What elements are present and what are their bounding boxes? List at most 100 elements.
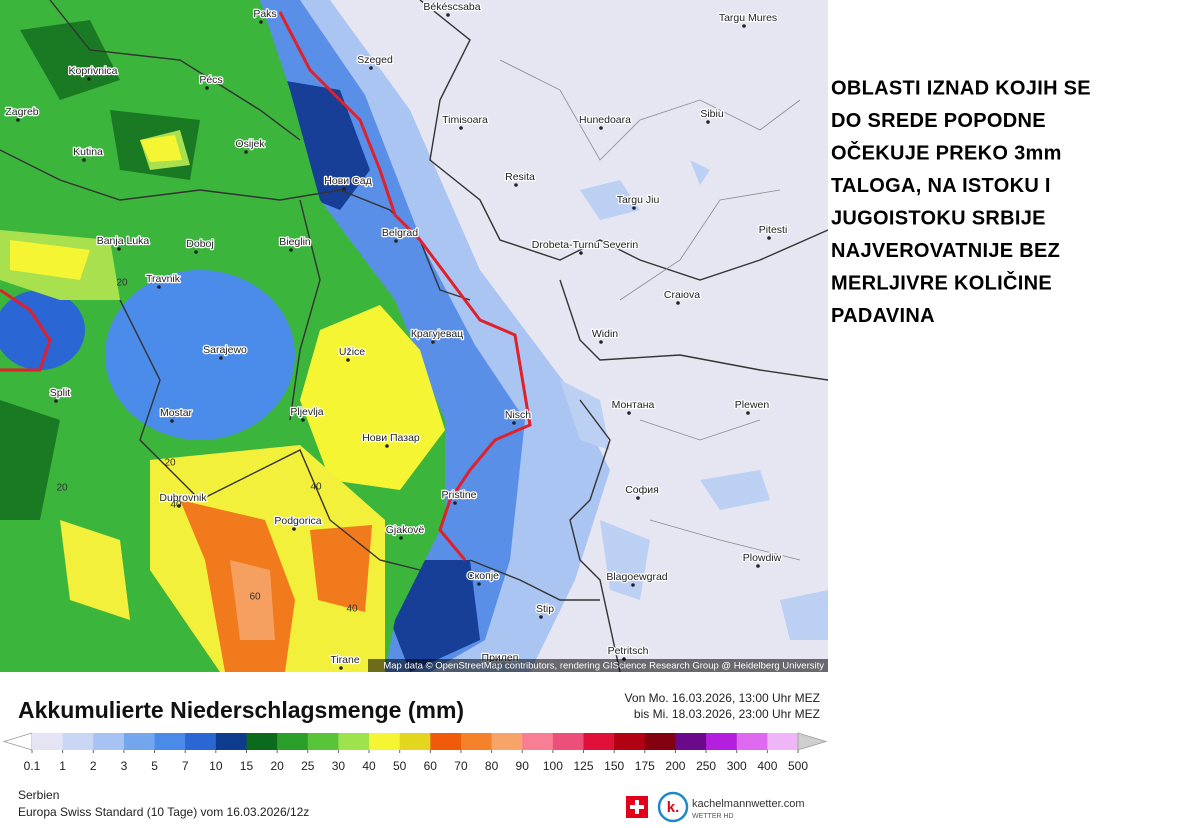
- colorbar-segment: [583, 733, 615, 750]
- colorbar-tick-label: 0.1: [24, 759, 41, 773]
- colorbar-segment: [675, 733, 707, 750]
- colorbar-segment: [369, 733, 401, 750]
- colorbar-tick-label: 30: [332, 759, 346, 773]
- city-dot: [16, 118, 20, 122]
- city-dot: [746, 411, 750, 415]
- city-dot: [394, 239, 398, 243]
- city-label: Монтана: [612, 399, 655, 411]
- border: [49, 0, 301, 141]
- brand-sub: WETTER HD: [692, 813, 734, 820]
- city-dot: [54, 399, 58, 403]
- colorbar-tick-label: 200: [665, 759, 685, 773]
- city-label: Нови Сад: [324, 175, 371, 187]
- city-dot: [301, 418, 305, 422]
- colorbar-segment: [491, 733, 523, 750]
- city-dot: [676, 301, 680, 305]
- field-peach: [230, 560, 275, 640]
- city-label: Belgrad: [382, 227, 418, 239]
- model-run: Europa Swiss Standard (10 Tage) vom 16.0…: [18, 805, 309, 819]
- colorbar-tick-label: 90: [516, 759, 530, 773]
- city-dot: [170, 419, 174, 423]
- contour-label: 20: [56, 483, 68, 494]
- city-label: Doboj: [186, 238, 213, 250]
- colorbar-segment: [246, 733, 278, 750]
- colorbar-tick-label: 15: [240, 759, 254, 773]
- brand-logo: [657, 791, 689, 823]
- colorbar-segment: [736, 733, 768, 750]
- city-label: Targu Jiu: [617, 194, 660, 206]
- colorbar-tick-label: 500: [788, 759, 808, 773]
- city-label: Timisoara: [442, 114, 488, 126]
- colorbar-segment: [93, 733, 125, 750]
- city-label: Banja Luka: [97, 235, 150, 247]
- city-dot: [742, 24, 746, 28]
- annotation-line: PADAVINA: [831, 305, 935, 327]
- period-from: Von Mo. 16.03.2026, 13:00 Uhr MEZ: [625, 691, 820, 705]
- border-highlight: [0, 288, 52, 372]
- city-dot: [453, 501, 457, 505]
- city-dot: [87, 77, 91, 81]
- city-label: Hunedoara: [579, 114, 631, 126]
- city-dot: [244, 150, 248, 154]
- field-yellow: [300, 305, 445, 490]
- annotation-line: OBLASTI IZNAD KOJIH SE: [831, 77, 1091, 99]
- city-dot: [512, 421, 516, 425]
- colorbar-segment: [644, 733, 676, 750]
- colorbar-segment: [706, 733, 738, 750]
- city-dot: [259, 20, 263, 24]
- city-dot: [339, 666, 343, 670]
- colorbar-segment: [460, 733, 492, 750]
- colorbar-segment: [215, 733, 247, 750]
- city-label: Paks: [253, 8, 276, 20]
- colorbar-tick-label: 7: [182, 759, 189, 773]
- city-dot: [756, 564, 760, 568]
- colorbar-segment: [154, 733, 186, 750]
- region: Serbien: [18, 788, 59, 802]
- attribution-bg: [368, 659, 828, 672]
- colorbar-tick-label: 70: [454, 759, 468, 773]
- contour-labels: 20 20 20 40 40 60 40: [56, 278, 358, 615]
- city-label: Pristine: [441, 489, 476, 501]
- colorbar-arrow-high: [797, 732, 828, 751]
- serbia-border-highlight: [278, 11, 532, 561]
- annotation-line: TALOGA, NA ISTOKU I: [831, 175, 1051, 197]
- city-label: Pitesti: [759, 224, 788, 236]
- border: [419, 0, 828, 281]
- annotation-line: MERLJIVRE KOLIČINE: [831, 270, 1052, 294]
- city-dot: [477, 582, 481, 586]
- city-label: Bieglin: [279, 236, 311, 248]
- colorbar-tick-label: 1: [59, 759, 66, 773]
- border: [469, 559, 600, 601]
- city-label: Sibiu: [700, 108, 724, 120]
- city-dot: [636, 496, 640, 500]
- city-dot: [399, 536, 403, 540]
- colorbar-segment: [522, 733, 554, 750]
- border: [0, 149, 471, 301]
- border: [559, 279, 828, 381]
- city-dot: [431, 340, 435, 344]
- attribution: Map data © OpenStreetMap contributors, r…: [383, 661, 824, 672]
- city-dot: [157, 285, 161, 289]
- city-label: Podgorica: [274, 515, 321, 527]
- city-label: Osijek: [235, 138, 265, 150]
- contour-label: 60: [249, 592, 261, 603]
- city-dot: [706, 120, 710, 124]
- colorbar-tick-label: 20: [270, 759, 284, 773]
- city-label: Szeged: [357, 54, 393, 66]
- colorbar-tick-label: 150: [604, 759, 624, 773]
- annotation-line: NAJVEROVATNIJE BEZ: [831, 240, 1060, 262]
- colorbar-tick-label: 400: [757, 759, 777, 773]
- city-dot: [194, 250, 198, 254]
- field-orange: [180, 500, 372, 672]
- city-label: Užice: [339, 346, 365, 358]
- city-label: Скопје: [467, 570, 499, 582]
- precipitation-map: Paks Békéscsaba Targu Mures Koprivnica Pécs S…: [0, 0, 828, 672]
- city-dot: [539, 615, 543, 619]
- field-yellow: [10, 135, 182, 280]
- colorbar-tick-label: 100: [543, 759, 563, 773]
- city-dot: [219, 356, 223, 360]
- city-dot: [767, 236, 771, 240]
- colorbar-tick-label: 10: [209, 759, 223, 773]
- city-label: Нови Пазар: [362, 432, 420, 444]
- colorbar-tick-label: 60: [424, 759, 438, 773]
